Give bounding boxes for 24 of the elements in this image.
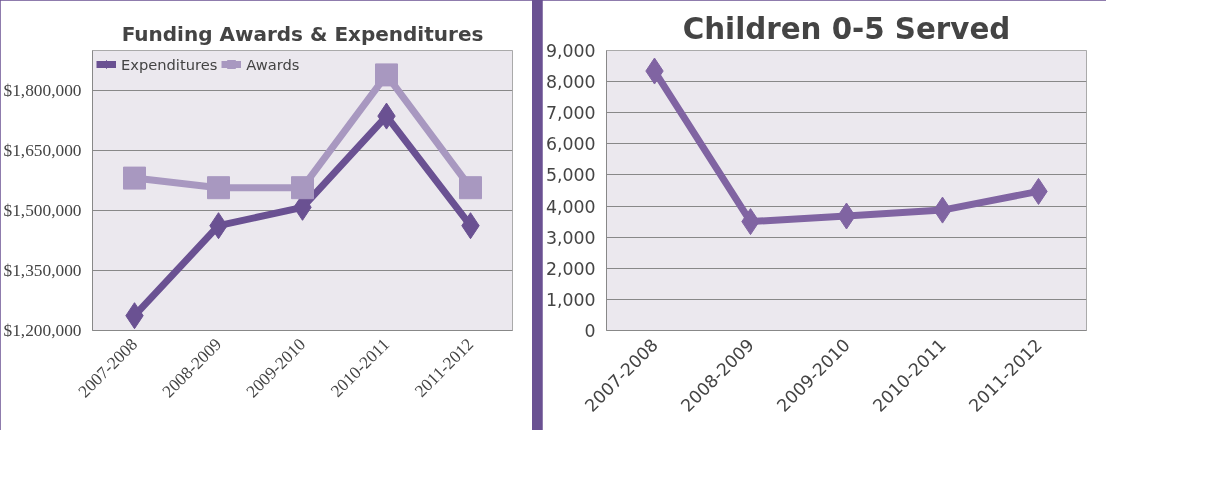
y-tick-label: 5,000 (545, 165, 596, 186)
y-tick-label: 7,000 (545, 103, 596, 124)
y-tick-label: $1,800,000 (3, 81, 82, 100)
y-tick-label: $1,350,000 (3, 261, 82, 280)
legend-label: Expenditures (121, 55, 218, 73)
y-tick-label: 9,000 (545, 41, 596, 61)
chart-title: Children 0-5 Served (682, 11, 1011, 46)
y-tick-label: 0 (584, 321, 596, 341)
y-tick-label: 3,000 (545, 227, 596, 248)
chart-title: Funding Awards & Expenditures (121, 21, 484, 46)
y-tick-label: $1,500,000 (3, 201, 82, 220)
y-tick-label: 1,000 (545, 289, 596, 310)
y-tick-label: 4,000 (545, 196, 596, 217)
y-tick-label: $1,200,000 (3, 321, 82, 340)
point (291, 176, 314, 200)
point (123, 166, 146, 190)
y-tick-label: $1,650,000 (3, 141, 82, 160)
point (459, 176, 482, 200)
y-tick-label: 2,000 (545, 258, 596, 279)
legend-label: Awards (246, 55, 300, 73)
y-tick-label: 8,000 (545, 72, 596, 93)
y-tick-label: 6,000 (545, 134, 596, 155)
point (375, 63, 398, 87)
point (207, 176, 230, 200)
